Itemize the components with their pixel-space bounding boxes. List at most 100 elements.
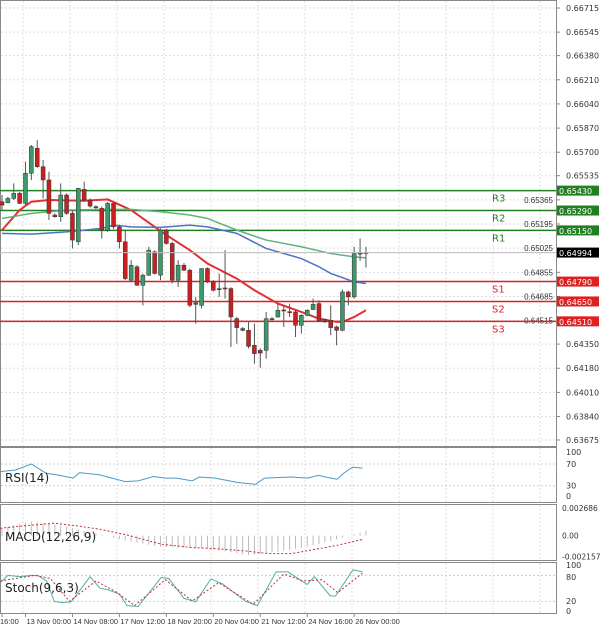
candle-bearish <box>46 179 52 214</box>
level-name-r3: R3 <box>492 194 505 205</box>
panel-frame-3 <box>0 562 557 614</box>
stoch-signal-line <box>0 572 363 607</box>
candle-bearish <box>81 189 87 201</box>
stoch-tick-label: 80 <box>566 573 576 582</box>
candle-bearish <box>187 269 193 306</box>
level-name-r2: R2 <box>492 214 505 225</box>
level-price-label: 0.64650 <box>559 298 592 307</box>
level-price-box <box>557 296 599 307</box>
macd-tick-label: 0.002686 <box>562 504 598 513</box>
moving-average-line <box>1 224 367 285</box>
candle-bearish <box>346 291 351 298</box>
candle-bearish <box>316 303 322 322</box>
candle-bullish <box>146 249 151 276</box>
candle-bearish <box>164 229 169 244</box>
y-tick-label: 0.65025 <box>524 244 553 253</box>
candle-bullish <box>58 194 63 218</box>
candle-bearish <box>211 281 216 291</box>
candle-bearish <box>117 226 122 243</box>
current-price-label: 0.64994 <box>559 249 592 258</box>
panel-frame-0 <box>0 0 557 447</box>
candle-bearish <box>134 266 140 286</box>
rsi-tick-label: 30 <box>566 482 576 491</box>
level-price-box <box>557 316 599 327</box>
candle-bullish <box>29 146 34 174</box>
y-tick-label: 0.63840 <box>566 413 599 422</box>
level-price-label: 0.65290 <box>559 207 592 216</box>
y-tick-label: 0.65195 <box>524 220 553 229</box>
candle-bearish <box>93 206 99 208</box>
candle-bullish <box>199 268 204 306</box>
rsi-tick-label: 100 <box>566 448 581 457</box>
candle-bearish <box>40 166 46 181</box>
candle-bearish <box>0 201 5 206</box>
rsi-label: RSI(14) <box>5 471 49 485</box>
y-tick-label: 0.65365 <box>524 196 553 205</box>
candle-bearish <box>123 241 128 279</box>
candle-bullish <box>5 198 11 203</box>
candle-bearish <box>193 302 198 305</box>
y-tick-label: 0.65870 <box>566 124 599 133</box>
y-tick-label: 0.64350 <box>566 340 599 349</box>
rsi-tick-label: 0 <box>566 492 571 501</box>
candle-bearish <box>99 208 105 231</box>
y-tick-label: 0.65535 <box>566 172 599 181</box>
candle-bearish <box>169 243 175 281</box>
candle-bearish <box>293 311 298 326</box>
x-tick-label: 13 Nov 00:00 <box>26 617 71 626</box>
candle-bearish <box>70 213 75 241</box>
candle-bearish <box>328 320 333 328</box>
candle-bullish <box>275 310 281 318</box>
candle-bearish <box>216 288 222 290</box>
x-tick-label: 14 Nov 08:00 <box>73 617 118 626</box>
candle-bearish <box>269 318 275 320</box>
candle-bearish <box>34 148 40 167</box>
macd-tick-label: 0.00 <box>562 532 579 541</box>
level-price-box <box>557 276 599 287</box>
candle-bearish <box>87 199 93 207</box>
candle-bullish <box>128 264 134 281</box>
y-tick-label: 0.65700 <box>566 148 599 157</box>
candle-bearish <box>234 318 240 328</box>
candle-bullish <box>299 314 304 326</box>
y-tick-label: 0.64855 <box>524 268 553 277</box>
candle-bullish <box>175 264 181 281</box>
candle-bearish <box>228 288 234 318</box>
y-tick-label: 0.64685 <box>524 292 553 301</box>
candle-bullish <box>340 291 345 331</box>
y-tick-label: 0.63675 <box>566 436 599 445</box>
candle-bearish <box>287 311 292 313</box>
candle-bullish <box>105 203 110 231</box>
stoch-main-line <box>0 569 363 608</box>
candle-bearish <box>111 203 116 228</box>
candle-bullish <box>310 304 316 310</box>
stoch-tick-label: 0 <box>566 607 571 616</box>
x-tick-label: 18 Nov 20:00 <box>167 617 212 626</box>
y-tick-label: 0.66210 <box>566 76 599 85</box>
x-tick-label: 17 Nov 12:00 <box>120 617 165 626</box>
macd-tick-label: -0.002157 <box>562 553 600 562</box>
level-price-box <box>557 205 599 216</box>
level-price-label: 0.64790 <box>559 278 592 287</box>
y-tick-label: 0.64010 <box>566 388 599 397</box>
x-tick-label: 24 Nov 16:00 <box>308 617 353 626</box>
rsi-line <box>0 463 363 485</box>
rsi-tick-label: 70 <box>566 460 576 469</box>
y-tick-label: 0.64180 <box>566 364 599 373</box>
level-price-label: 0.65150 <box>559 227 592 236</box>
candle-bearish <box>222 287 228 290</box>
candle-bullish <box>351 253 357 298</box>
candle-bearish <box>357 252 363 255</box>
candle-bearish <box>64 194 69 214</box>
level-name-s1: S1 <box>492 285 505 296</box>
candle-bearish <box>258 350 263 354</box>
stoch-label: Stoch(9,6,3) <box>5 581 79 595</box>
candle-bullish <box>11 193 16 199</box>
candle-bearish <box>52 214 58 218</box>
y-tick-label: 0.66040 <box>566 100 599 109</box>
stoch-tick-label: 20 <box>566 597 576 606</box>
candle-bullish <box>140 274 146 286</box>
candle-bearish <box>152 251 157 274</box>
